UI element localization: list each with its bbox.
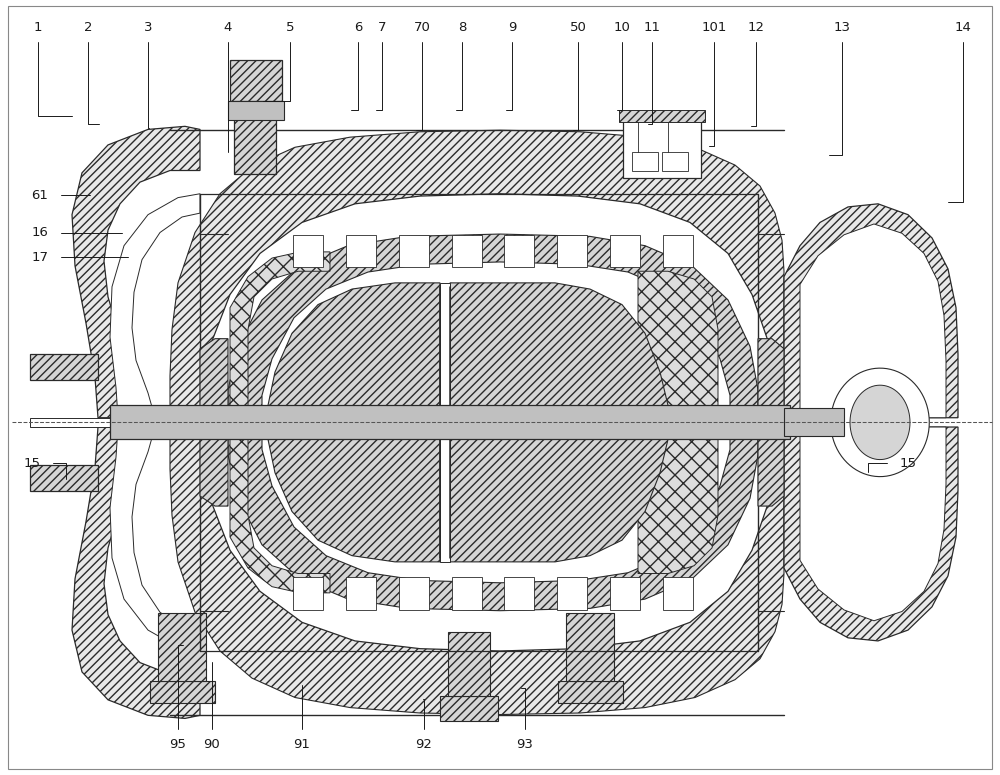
- Text: 15: 15: [24, 457, 40, 470]
- Polygon shape: [205, 194, 775, 418]
- Polygon shape: [784, 204, 958, 418]
- Bar: [440, 696, 498, 721]
- Bar: [452, 235, 482, 267]
- Polygon shape: [72, 126, 200, 418]
- Polygon shape: [268, 427, 440, 562]
- Text: 90: 90: [204, 738, 220, 750]
- Text: 101: 101: [701, 21, 727, 33]
- Bar: [662, 152, 688, 170]
- Polygon shape: [200, 427, 228, 506]
- Bar: [293, 577, 323, 610]
- Bar: [346, 577, 376, 610]
- Bar: [399, 577, 429, 610]
- Polygon shape: [440, 283, 450, 418]
- Polygon shape: [262, 426, 730, 583]
- Bar: [784, 408, 844, 436]
- Bar: [110, 405, 790, 439]
- Text: 9: 9: [508, 21, 516, 33]
- Polygon shape: [262, 262, 730, 419]
- Bar: [557, 577, 587, 610]
- Polygon shape: [784, 427, 958, 641]
- Text: 4: 4: [224, 21, 232, 33]
- Polygon shape: [638, 271, 718, 418]
- Text: 14: 14: [955, 21, 971, 33]
- Polygon shape: [205, 426, 775, 651]
- Polygon shape: [110, 427, 200, 651]
- Polygon shape: [800, 427, 946, 621]
- Polygon shape: [850, 385, 910, 460]
- Polygon shape: [228, 426, 758, 611]
- Bar: [234, 74, 276, 174]
- Text: 6: 6: [354, 21, 362, 33]
- Text: 92: 92: [416, 738, 432, 750]
- Text: 61: 61: [32, 189, 48, 202]
- Bar: [663, 577, 693, 610]
- Text: 16: 16: [32, 226, 48, 239]
- Bar: [228, 101, 284, 120]
- Text: 11: 11: [644, 21, 660, 33]
- Bar: [619, 110, 705, 122]
- Bar: [448, 632, 490, 696]
- Text: 3: 3: [144, 21, 152, 33]
- Bar: [399, 235, 429, 267]
- Polygon shape: [450, 427, 668, 562]
- Bar: [504, 235, 534, 267]
- Text: 93: 93: [517, 738, 533, 750]
- Text: 17: 17: [32, 251, 48, 264]
- Text: 13: 13: [834, 21, 850, 33]
- Bar: [150, 681, 215, 703]
- Text: 2: 2: [84, 21, 92, 33]
- Text: 70: 70: [414, 21, 430, 33]
- Bar: [230, 60, 282, 101]
- Text: 10: 10: [614, 21, 630, 33]
- Bar: [557, 235, 587, 267]
- Text: 15: 15: [900, 457, 916, 470]
- Bar: [610, 235, 640, 267]
- Bar: [566, 613, 614, 681]
- Bar: [504, 577, 534, 610]
- Bar: [623, 120, 701, 178]
- Polygon shape: [440, 427, 450, 562]
- Polygon shape: [170, 426, 784, 715]
- Polygon shape: [638, 427, 718, 574]
- Polygon shape: [758, 427, 784, 506]
- Polygon shape: [800, 224, 946, 418]
- Text: 95: 95: [170, 738, 186, 750]
- Polygon shape: [758, 339, 784, 418]
- Polygon shape: [110, 194, 200, 418]
- Bar: [30, 418, 130, 427]
- Polygon shape: [230, 252, 330, 418]
- Polygon shape: [30, 354, 98, 380]
- Text: 91: 91: [294, 738, 310, 750]
- Polygon shape: [170, 130, 784, 418]
- Bar: [452, 577, 482, 610]
- Bar: [632, 152, 658, 170]
- Polygon shape: [230, 427, 330, 593]
- Bar: [610, 577, 640, 610]
- Bar: [663, 235, 693, 267]
- Bar: [558, 681, 623, 703]
- Text: 7: 7: [378, 21, 386, 33]
- Polygon shape: [831, 368, 929, 477]
- Polygon shape: [72, 427, 200, 718]
- Polygon shape: [450, 283, 668, 418]
- Text: 8: 8: [458, 21, 466, 33]
- Bar: [158, 613, 206, 681]
- Text: 50: 50: [570, 21, 586, 33]
- Text: 12: 12: [748, 21, 765, 33]
- Polygon shape: [30, 465, 98, 491]
- Polygon shape: [228, 234, 758, 418]
- Polygon shape: [200, 339, 228, 418]
- Bar: [293, 235, 323, 267]
- Bar: [346, 235, 376, 267]
- Text: 1: 1: [34, 21, 42, 33]
- Polygon shape: [268, 283, 440, 418]
- Text: 5: 5: [286, 21, 294, 33]
